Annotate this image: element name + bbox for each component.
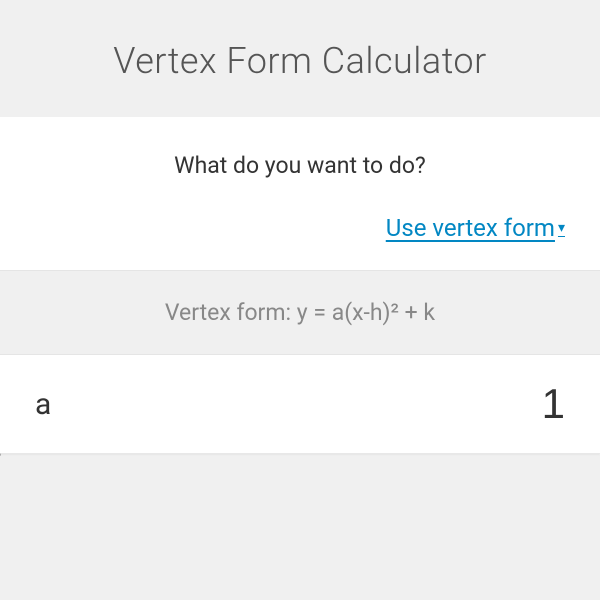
question-section: What do you want to do? xyxy=(0,117,600,214)
mode-dropdown[interactable]: Use vertex form ▾ xyxy=(386,214,565,242)
dropdown-label: Use vertex form xyxy=(386,214,555,242)
divider xyxy=(0,453,600,456)
formula-text: Vertex form: y = a(x-h)² + k xyxy=(20,299,580,326)
question-text: What do you want to do? xyxy=(20,152,580,179)
chevron-down-icon: ▾ xyxy=(558,220,565,236)
dropdown-section: Use vertex form ▾ xyxy=(0,214,600,270)
input-field-a[interactable] xyxy=(365,380,565,428)
header: Vertex Form Calculator xyxy=(0,0,600,117)
page-title: Vertex Form Calculator xyxy=(20,40,580,82)
input-row-a: a xyxy=(0,354,600,453)
input-label-a: a xyxy=(35,387,51,422)
formula-section: Vertex form: y = a(x-h)² + k xyxy=(0,270,600,354)
calculator-container: Vertex Form Calculator What do you want … xyxy=(0,0,600,600)
